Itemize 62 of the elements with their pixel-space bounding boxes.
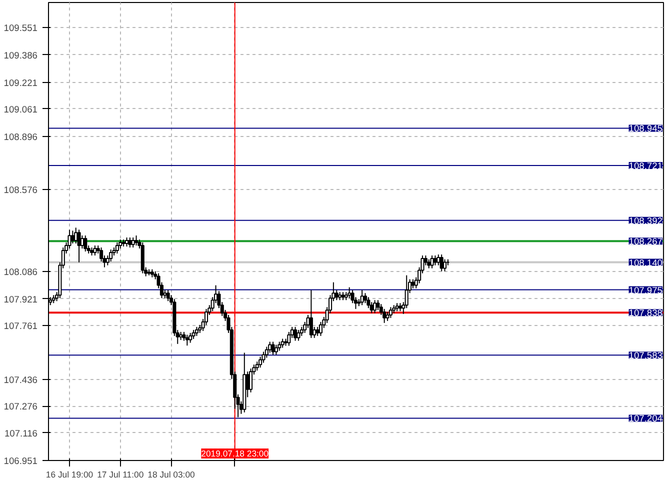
candlestick xyxy=(294,326,298,342)
y-tick-label: 107.116 xyxy=(4,428,38,438)
ref-line-label: 108.267 xyxy=(628,236,663,247)
y-tick-label: 107.921 xyxy=(4,294,38,304)
candlestick xyxy=(93,244,97,256)
y-tick-label: 109.061 xyxy=(4,104,38,114)
candlestick xyxy=(318,321,323,336)
candlestick xyxy=(309,290,313,338)
ref-line-label: 107.583 xyxy=(628,350,663,361)
candlestick xyxy=(84,234,88,252)
candlestick xyxy=(274,344,278,356)
candlestick xyxy=(348,286,352,299)
y-tick-label: 107.761 xyxy=(4,320,38,331)
candlestick xyxy=(388,306,392,318)
candlestick xyxy=(74,227,78,244)
candlestick xyxy=(109,248,113,262)
ref-line-label: 108.945 xyxy=(628,124,663,134)
candlestick xyxy=(296,329,300,342)
y-tick-label: 108.086 xyxy=(4,266,38,277)
y-tick-label: 109.386 xyxy=(4,50,38,60)
candlestick xyxy=(440,254,444,272)
candlestick xyxy=(166,290,170,302)
candlestick xyxy=(128,236,132,248)
candlestick xyxy=(373,300,377,314)
y-tick-label: 108.896 xyxy=(4,132,38,142)
ref-line-label: 108.721 xyxy=(628,161,663,172)
ref-line-label: 108.140 xyxy=(628,258,663,268)
x-tick-label: 16 Jul 19:00 xyxy=(46,470,94,480)
candlestick xyxy=(188,332,192,344)
x-tick-label: 2019.07.18 23:00 xyxy=(201,448,269,458)
candlestick xyxy=(264,346,268,358)
candlestick xyxy=(287,331,291,346)
x-tick-label: 17 Jul 11:00 xyxy=(97,470,144,480)
candlestick xyxy=(430,254,434,269)
y-tick-label: 109.221 xyxy=(4,78,38,88)
candlestick xyxy=(376,300,380,311)
x-tick-label: 18 Jul 03:00 xyxy=(148,470,196,480)
candlestick xyxy=(360,290,364,306)
ref-line-label: 108.392 xyxy=(628,216,663,226)
candlestick xyxy=(436,254,440,266)
candlestick xyxy=(433,254,437,266)
y-tick-label: 109.551 xyxy=(4,22,38,33)
y-tick-label: 107.276 xyxy=(4,402,38,412)
y-tick-label: 106.951 xyxy=(4,456,38,466)
candlestick xyxy=(248,368,253,393)
candlestick xyxy=(115,242,119,254)
y-tick-label: 108.576 xyxy=(4,185,38,196)
candlestick xyxy=(363,292,368,304)
candlestick xyxy=(70,230,74,244)
candlestick xyxy=(77,229,81,263)
candlestick xyxy=(268,341,272,354)
candlestick xyxy=(366,296,370,309)
candlestick xyxy=(442,258,447,272)
candlestick xyxy=(185,334,189,346)
ref-line-label: 107.838 xyxy=(628,308,663,318)
candlestick xyxy=(131,236,135,248)
ref-line-label: 107.975 xyxy=(628,285,663,296)
y-tick-label: 107.436 xyxy=(4,375,38,386)
ref-line-label: 107.204 xyxy=(628,414,663,424)
candlestick xyxy=(382,308,386,324)
candlestick xyxy=(334,290,338,301)
candlestick xyxy=(134,234,138,246)
